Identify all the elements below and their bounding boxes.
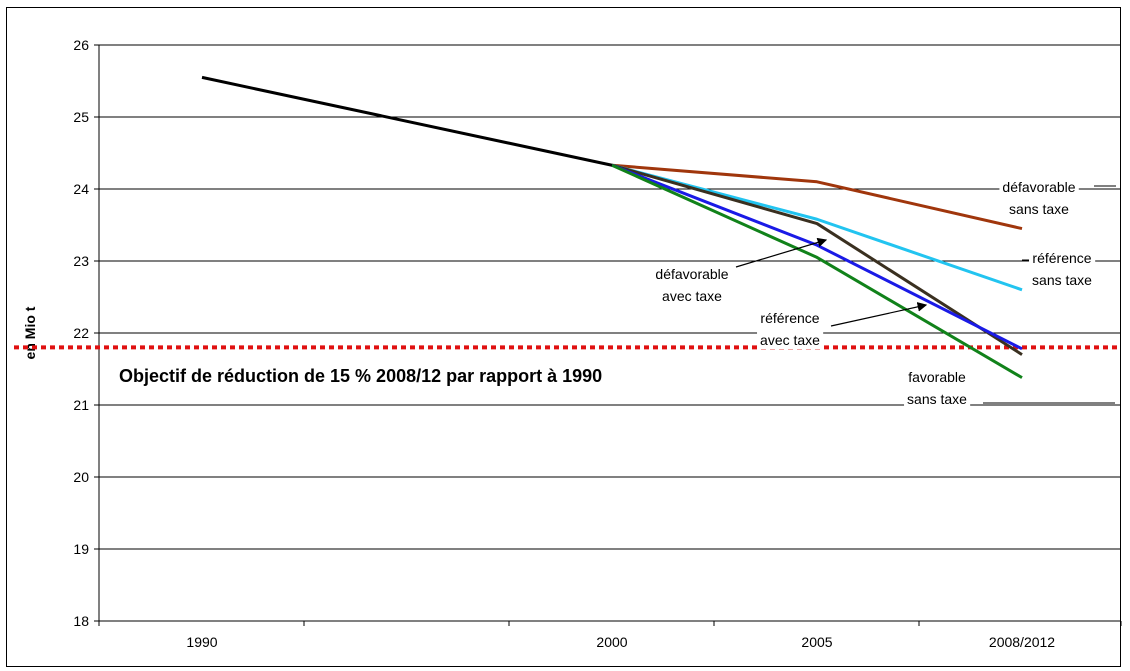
annotation: favorable sans taxe (904, 368, 1115, 408)
target-label-background (111, 363, 611, 389)
history-line (201, 75, 613, 167)
tick-labels: 18 19 20 21 22 23 24 25 26 1990 2000 2005 2008/2012 (73, 37, 1055, 650)
annotation-label: défavorable (1002, 179, 1075, 195)
annotation-background (904, 368, 971, 408)
y-tick-label: 21 (73, 397, 89, 413)
annotation-label: avec taxe (662, 288, 722, 304)
y-tick-label: 19 (73, 541, 89, 557)
x-tick-label: 2008/2012 (989, 634, 1055, 650)
annotation-background (1029, 249, 1096, 289)
annotation-background (999, 178, 1079, 218)
annotation-label: sans taxe (1009, 201, 1069, 217)
y-tick-label: 18 (73, 613, 89, 629)
x-tick-label: 1990 (186, 634, 217, 650)
annotation: référence sans taxe (1022, 249, 1096, 289)
y-tick-label: 23 (73, 253, 89, 269)
annotation-label: avec taxe (760, 332, 820, 348)
y-tick-label: 24 (73, 181, 89, 197)
annotation-label: défavorable (655, 266, 728, 282)
annotation-label: référence (1032, 250, 1091, 266)
annotation: défavorable sans taxe (999, 178, 1116, 218)
x-tick-label: 2005 (801, 634, 832, 650)
annotation-label: sans taxe (907, 391, 967, 407)
annotation: défavorable avec taxe (652, 237, 828, 305)
axes (98, 45, 1121, 622)
y-tick-label: 25 (73, 109, 89, 125)
annotation-label: référence (760, 310, 819, 326)
annotation: référence avec taxe (757, 302, 928, 349)
annotation-label: favorable (908, 369, 966, 385)
x-tick-label: 2000 (596, 634, 627, 650)
y-axis-label: en Mio t (22, 306, 38, 359)
annotation-background (757, 309, 824, 349)
y-tick-label: 20 (73, 469, 89, 485)
y-tick-label: 22 (73, 325, 89, 341)
annotation-arrow (830, 302, 928, 327)
target-label: Objectif de réduction de 15 % 2008/12 pa… (119, 366, 602, 386)
annotation-label: sans taxe (1032, 272, 1092, 288)
y-tick-label: 26 (73, 37, 89, 53)
target-layer: Objectif de réduction de 15 % 2008/12 pa… (14, 345, 1121, 389)
annotation-background (652, 265, 732, 305)
annotation-arrow (735, 237, 828, 268)
gridlines (94, 44, 1122, 626)
